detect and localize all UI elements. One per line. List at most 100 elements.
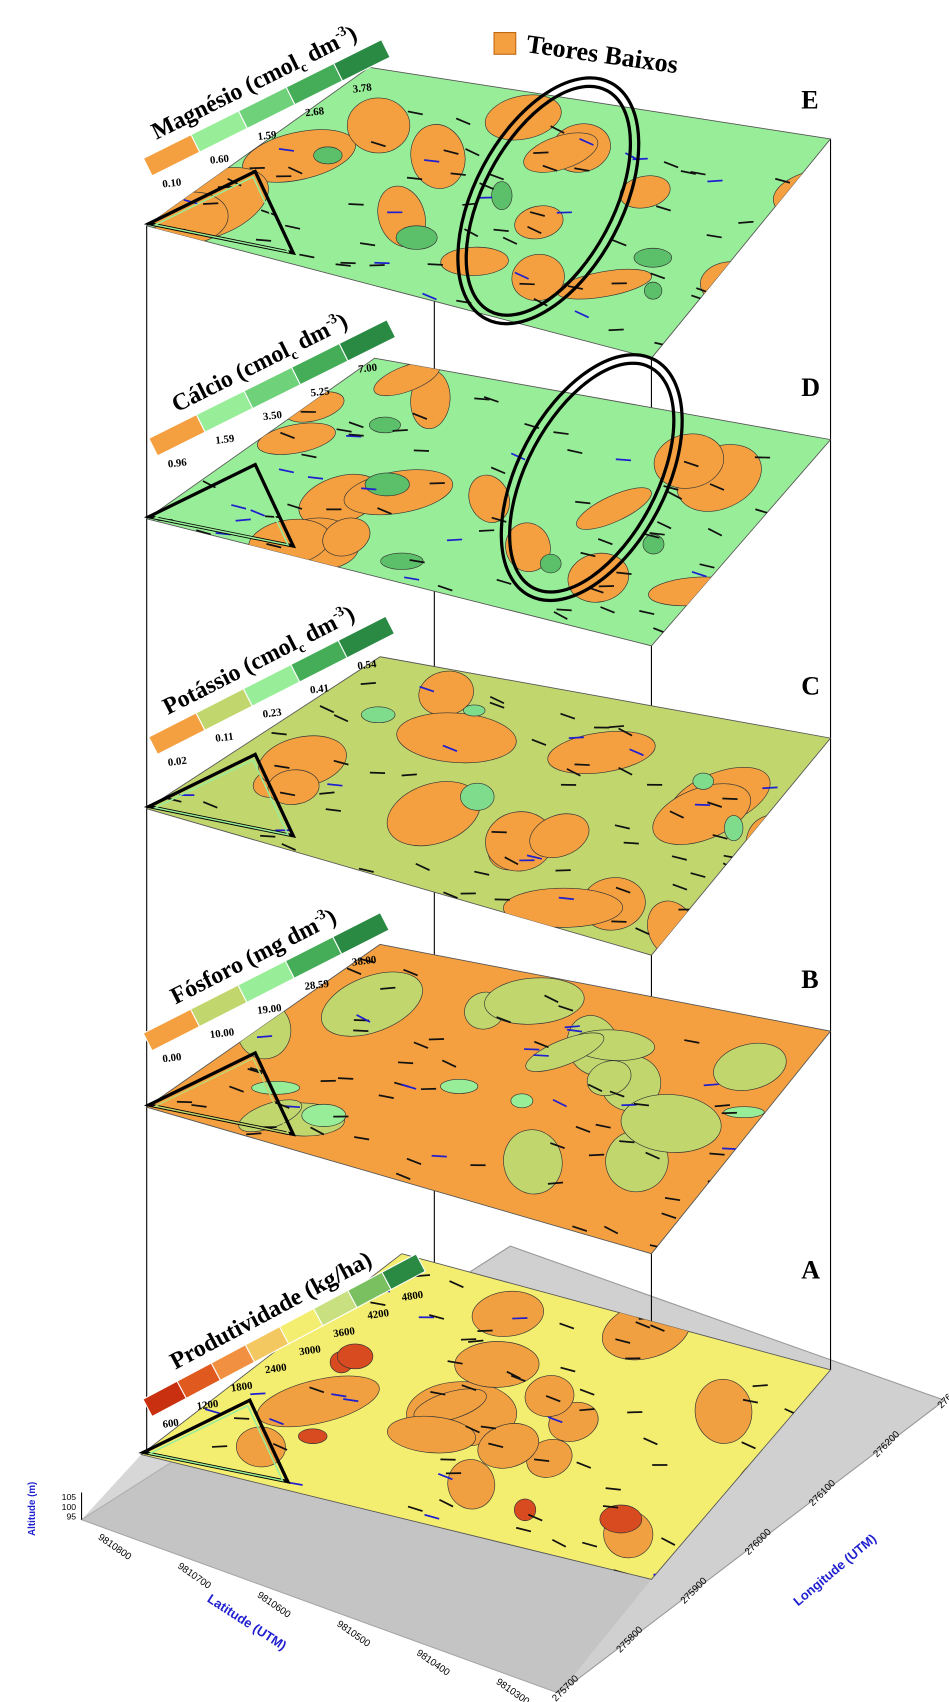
figure: 10510095Altitude (m)98108009810700981060… [0, 0, 949, 1702]
zone [600, 1505, 642, 1533]
altitude-label: Altitude (m) [27, 1482, 38, 1536]
legend-tick: 0.10 [162, 176, 183, 190]
altitude-tick: 100 [62, 1502, 77, 1512]
flow-arrow [589, 1155, 604, 1156]
flow-arrow [575, 764, 590, 765]
flow-arrow [704, 1084, 719, 1085]
legend-tick: 10.00 [209, 1026, 235, 1041]
longitude-label: Longitude (UTM) [790, 1531, 879, 1609]
zone [252, 1081, 300, 1094]
overlay: Teores Baixos [494, 29, 680, 79]
map-layer: BFósforo (mg dm-3)0.0010.0019.0028.5938.… [128, 884, 861, 1254]
flow-arrow [447, 539, 462, 540]
flow-arrow [398, 1062, 413, 1063]
flow-arrow [414, 450, 429, 451]
flow-arrow [616, 459, 631, 460]
flow-arrow [246, 1133, 261, 1134]
flow-arrow [492, 832, 507, 833]
panel-letter: B [801, 965, 818, 994]
flow-arrow [533, 152, 548, 153]
flow-arrow [722, 875, 737, 879]
flow-arrow [771, 848, 786, 849]
panel-letter: C [801, 672, 820, 701]
flow-arrow [203, 203, 218, 204]
flow-arrow [836, 490, 851, 492]
flow-arrow [723, 863, 736, 870]
flow-arrow [534, 1055, 549, 1056]
flow-arrow [805, 812, 819, 817]
flow-arrow [633, 159, 648, 160]
altitude-tick: 95 [66, 1512, 76, 1522]
zone [440, 1079, 477, 1093]
flow-arrow [461, 1339, 476, 1340]
flow-arrow [370, 265, 385, 266]
legend-tick: 0.96 [167, 456, 188, 470]
flow-arrow [348, 204, 363, 205]
flow-arrow [783, 1120, 797, 1125]
flow-arrow [512, 1318, 527, 1319]
flow-arrow [370, 773, 385, 774]
legend-tick: 1.59 [215, 433, 236, 447]
zone [302, 1104, 346, 1126]
flow-arrow [430, 483, 445, 484]
flow-arrow [428, 264, 443, 265]
legend-tick: 0.54 [357, 658, 378, 672]
zone [540, 554, 561, 573]
zone [634, 248, 672, 267]
legend-tick: 0.11 [215, 731, 235, 745]
zone [314, 147, 343, 164]
legend-label: Teores Baixos [525, 29, 680, 79]
legend-tick: 3.50 [262, 409, 283, 423]
legend-tick: 1.59 [257, 129, 278, 143]
flow-arrow [402, 774, 417, 775]
zone [503, 888, 623, 928]
flow-arrow [393, 430, 408, 431]
flow-arrow [784, 528, 799, 529]
flow-arrow [477, 1331, 492, 1332]
flow-arrow [727, 883, 742, 887]
legend-tick: 7.00 [358, 361, 379, 375]
flow-arrow [374, 263, 389, 264]
zone [365, 473, 409, 496]
flow-arrow [707, 180, 722, 181]
flow-arrow [762, 787, 777, 788]
page: 10510095Altitude (m)98108009810700981060… [0, 0, 949, 1702]
legend-tick: 0.00 [162, 1051, 183, 1065]
flow-arrow [722, 1113, 737, 1114]
zone [724, 815, 743, 840]
flow-arrow [234, 1418, 249, 1419]
flow-arrow [250, 1393, 265, 1394]
flow-arrow [524, 1049, 539, 1050]
zone [492, 182, 512, 210]
flow-arrow [722, 1148, 737, 1149]
flow-arrow [611, 921, 626, 922]
legend-box [143, 135, 199, 176]
longitude-tick: 276300 [936, 1380, 949, 1411]
flow-arrow [753, 1385, 768, 1386]
flow-arrow [627, 1412, 642, 1413]
flow-arrow [340, 263, 355, 264]
legend-tick: 0.41 [309, 682, 329, 696]
legend-tick: 5.25 [310, 385, 331, 399]
legend-tick: 0.23 [262, 706, 283, 720]
flow-arrow [338, 1078, 353, 1079]
flow-arrow [722, 799, 737, 800]
legend-box [143, 1009, 199, 1051]
zone [396, 226, 437, 250]
zone [643, 535, 664, 554]
flow-arrow [609, 329, 624, 330]
flow-arrow [260, 836, 275, 837]
zone [511, 1094, 533, 1108]
flow-arrow [794, 791, 808, 797]
zone [460, 783, 494, 810]
legend-tick: 2.68 [305, 105, 326, 119]
flow-arrow [764, 875, 779, 876]
legend-tick: 3.78 [352, 81, 373, 95]
zone [693, 773, 714, 789]
map-layer: DCálcio (cmolc dm-3)0.961.593.505.257.00 [134, 291, 881, 646]
flow-arrow [762, 528, 777, 529]
flow-arrow [557, 609, 572, 610]
panel-letter: E [801, 86, 818, 115]
zone [337, 1344, 373, 1369]
